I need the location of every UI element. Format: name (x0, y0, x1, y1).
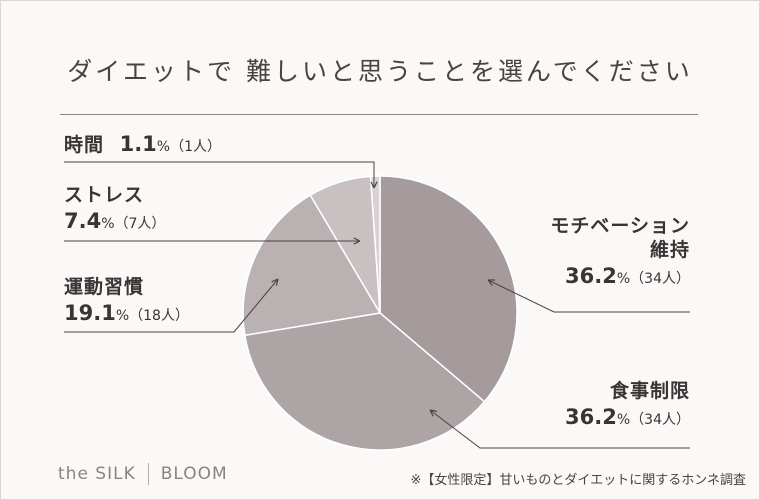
brand-logo: the SILK BLOOM (58, 463, 228, 485)
label-motivation-percent-unit: % (616, 270, 631, 287)
label-exercise: 運動習慣 19.1%（18人） (64, 276, 189, 326)
label-exercise-name: 運動習慣 (64, 276, 145, 298)
label-exercise-percent-unit: % (115, 307, 130, 324)
label-time: 時間 1.1%（1人） (64, 131, 221, 158)
brand-logo-separator (147, 463, 149, 485)
source-note: ※【女性限定】甘いものとダイエットに関するホンネ調査 (410, 473, 746, 488)
leader-stress-arrowhead (353, 237, 361, 245)
label-motivation: モチベーション 維持 36.2%（34人） (550, 215, 690, 289)
label-motivation-count: （34人） (630, 270, 690, 287)
label-stress-percent: 7.4 (64, 208, 102, 233)
label-motivation-percent: 36.2 (565, 263, 617, 288)
slice-diet (243, 312, 486, 451)
leader-time (64, 161, 375, 188)
label-time-name: 時間 (64, 134, 105, 156)
label-diet-percent-unit: % (616, 411, 631, 428)
label-stress-name: ストレス (64, 184, 145, 206)
label-diet-count: （34人） (630, 411, 690, 428)
leader-diet (429, 409, 690, 449)
leader-time-arrowhead (370, 181, 378, 189)
label-time-percent: 1.1 (119, 132, 157, 156)
leader-motivation-arrowhead (487, 279, 496, 286)
label-motivation-name-2: 維持 (649, 238, 690, 261)
brand-logo-right: BLOOM (160, 464, 228, 484)
label-stress: ストレス 7.4%（7人） (64, 184, 165, 234)
slice-time (369, 175, 381, 314)
label-time-count: （1人） (170, 139, 222, 155)
slice-motivation (379, 175, 518, 403)
label-motivation-name-1: モチベーション (550, 215, 690, 237)
label-stress-percent-unit: % (101, 215, 115, 232)
brand-logo-left: the SILK (58, 464, 136, 484)
label-diet-name: 食事制限 (609, 380, 690, 402)
chart-title: ダイエットで 難しいと思うことを選んでください (67, 57, 693, 86)
label-stress-count: （7人） (114, 215, 166, 232)
leader-exercise (64, 278, 279, 333)
leader-diet-arrowhead (429, 409, 437, 417)
leader-exercise-arrowhead (271, 278, 279, 286)
label-exercise-percent: 19.1 (64, 300, 116, 325)
leader-motivation (487, 279, 690, 313)
label-diet: 食事制限 36.2%（34人） (565, 380, 690, 430)
title-divider (60, 114, 698, 115)
label-exercise-count: （18人） (129, 307, 189, 324)
label-diet-percent: 36.2 (565, 404, 617, 429)
label-time-percent-unit: % (156, 139, 171, 155)
